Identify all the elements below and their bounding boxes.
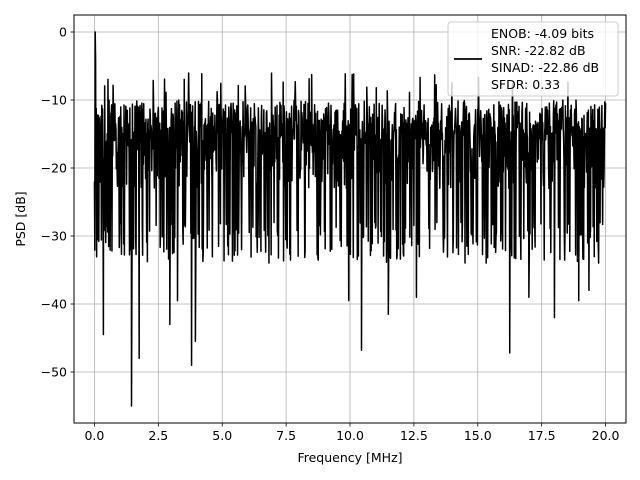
y-axis-ticks: 0 −10 −20 −30 −40 −50: [41, 25, 74, 380]
y-tick-label: 0: [59, 25, 67, 40]
x-tick-label: 5.0: [212, 428, 232, 443]
x-tick-label: 12.5: [400, 428, 428, 443]
y-tick-label: −10: [41, 93, 67, 108]
legend-enob-text: ENOB: -4.09 bits: [491, 26, 594, 41]
legend-sfdr-text: SFDR: 0.33: [491, 77, 560, 92]
y-tick-label: −50: [41, 365, 67, 380]
x-tick-label: 17.5: [528, 428, 556, 443]
x-axis-ticks: 0.0 2.5 5.0 7.5 10.0 12.5 15.0 17.5 20.0: [84, 423, 620, 443]
legend-sinad-text: SINAD: -22.86 dB: [491, 60, 599, 75]
y-axis-label: PSD [dB]: [13, 191, 28, 246]
x-tick-label: 7.5: [276, 428, 296, 443]
x-axis-label: Frequency [MHz]: [297, 450, 402, 465]
legend-snr-text: SNR: -22.82 dB: [491, 43, 586, 58]
x-tick-label: 2.5: [148, 428, 168, 443]
y-tick-label: −20: [41, 161, 67, 176]
psd-line: [93, 31, 607, 407]
psd-trace: [93, 31, 607, 407]
y-tick-label: −30: [41, 229, 67, 244]
legend: ENOB: -4.09 bits SNR: -22.82 dB SINAD: -…: [447, 21, 619, 97]
x-tick-label: 10.0: [336, 428, 364, 443]
legend-box: [447, 21, 619, 97]
x-tick-label: 15.0: [464, 428, 492, 443]
x-tick-label: 0.0: [84, 428, 104, 443]
x-tick-label: 20.0: [592, 428, 620, 443]
y-tick-label: −40: [41, 297, 67, 312]
